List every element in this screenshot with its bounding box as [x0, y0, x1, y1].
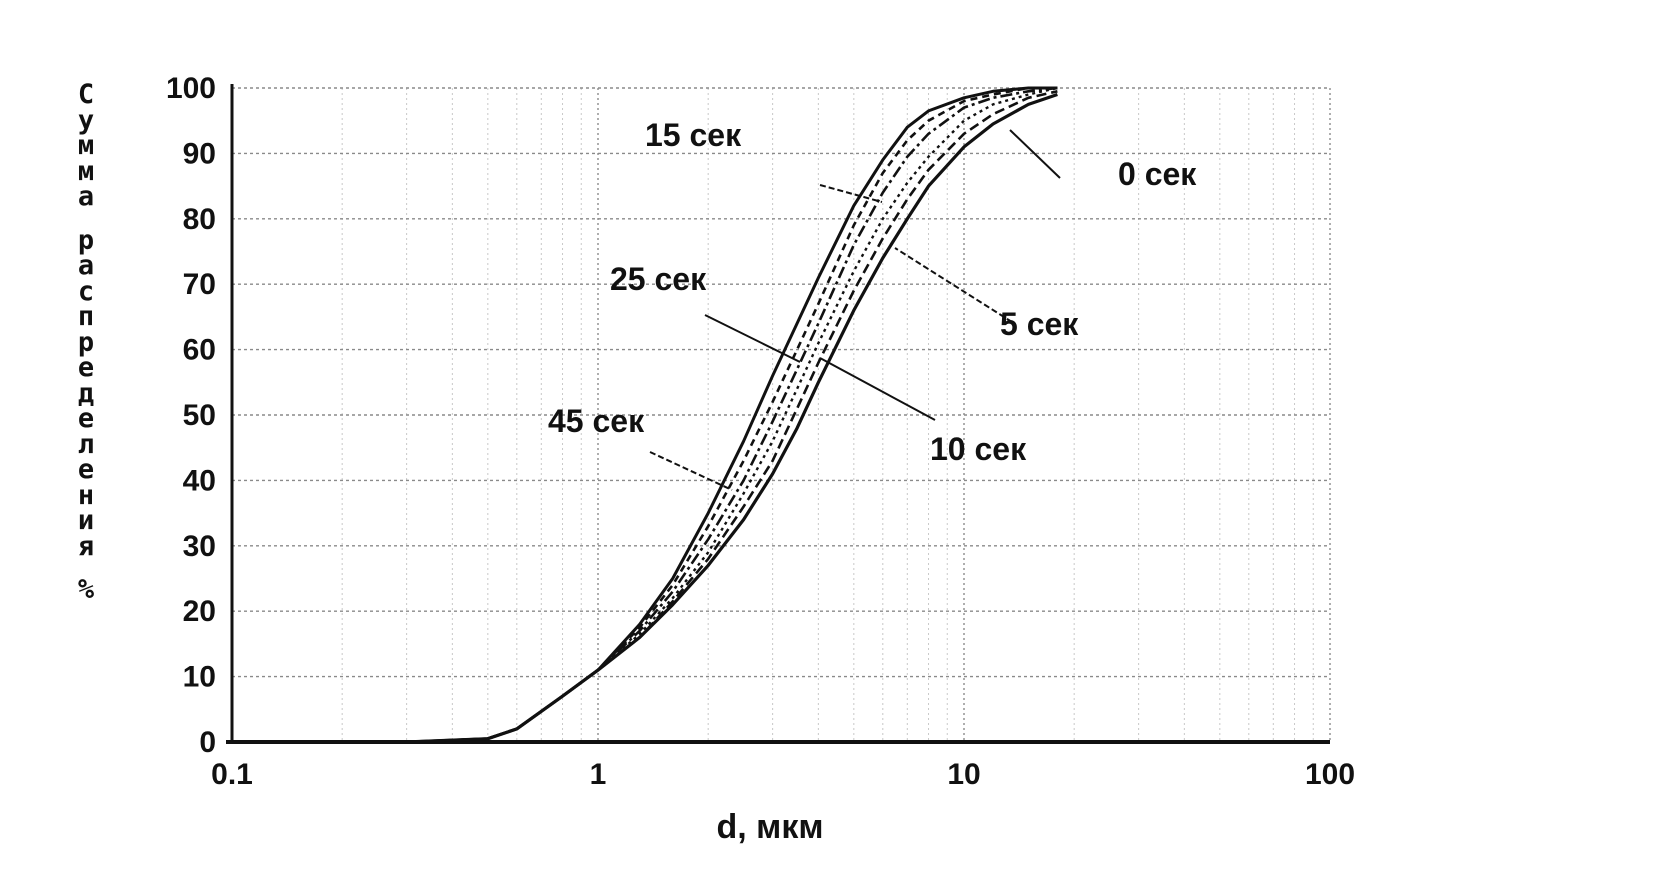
y-tick-label: 30 [183, 530, 216, 563]
y-axis-label-char: у [77, 104, 95, 136]
y-axis-label-char: а [77, 181, 95, 212]
y-axis-label-char: н [77, 479, 95, 511]
series-line-45-sec [232, 86, 1058, 744]
y-axis-label-char: % [77, 574, 95, 605]
annotation-5-sec: 5 сек [1000, 306, 1079, 342]
x-tick-label: 1 [590, 758, 607, 791]
y-axis-label-char: а [77, 250, 95, 281]
x-tick-label: 10 [947, 758, 980, 791]
y-tick-label: 40 [183, 464, 216, 497]
annotation-10-sec: 10 сек [930, 431, 1027, 467]
y-tick-label: 100 [166, 72, 216, 105]
series-lines [232, 86, 1058, 744]
annotation-leader-25-sec [704, 314, 801, 363]
y-tick-labels: 0 10 20 30 40 50 60 70 80 90 100 [166, 72, 216, 759]
y-axis-label-char: е [77, 454, 95, 485]
y-tick-label: 90 [183, 137, 216, 170]
series-line-10-sec [232, 86, 1058, 744]
annotation-0-sec: 0 сек [1118, 156, 1197, 192]
series-line-25-sec [232, 86, 1058, 744]
y-axis-label-char: я [77, 530, 95, 562]
annotations: 0 сек 5 сек 10 сек 15 сек 25 сек 45 сек [548, 117, 1197, 491]
y-axis-label-char: р [77, 224, 95, 256]
y-axis-label-char: м [77, 130, 95, 161]
y-tick-label: 20 [183, 595, 216, 628]
y-tick-label: 70 [183, 268, 216, 301]
y-tick-label: 60 [183, 334, 216, 367]
y-tick-label: 80 [183, 203, 216, 236]
annotation-leader-5-sec [894, 247, 1013, 323]
y-axis-label-char: п [77, 301, 95, 332]
x-tick-label: 100 [1305, 758, 1355, 791]
y-tick-label: 50 [183, 399, 216, 432]
annotation-25-sec: 25 сек [610, 261, 707, 297]
x-tick-label: 0.1 [211, 758, 253, 791]
grid [231, 87, 1331, 743]
y-axis-label-char: С [77, 79, 95, 110]
y-axis-label-char: и [77, 505, 95, 536]
annotation-leader-45-sec [649, 451, 733, 491]
annotation-leader-15-sec [819, 184, 883, 203]
y-axis-label-char: е [77, 403, 95, 434]
y-axis-label-char: л [77, 428, 95, 460]
x-tick-labels: 0.1 1 10 100 [211, 758, 1355, 791]
y-axis-label-char: д [77, 377, 95, 409]
series-line-15-sec [232, 86, 1058, 744]
x-axis-label: d, мкм [717, 808, 824, 846]
annotation-leader-10-sec [819, 357, 936, 421]
y-tick-label: 0 [199, 726, 216, 759]
y-axis-label-char: м [77, 155, 95, 187]
annotation-15-sec: 15 сек [645, 117, 742, 153]
annotation-leader-0-sec [1009, 129, 1061, 179]
y-axis-label-char: с [77, 275, 95, 307]
y-tick-label: 10 [183, 661, 216, 694]
series-line-5-sec [232, 90, 1058, 744]
y-axis-label-char: е [77, 352, 95, 383]
annotation-45-sec: 45 сек [548, 403, 645, 439]
y-axis-label-char: р [77, 326, 95, 358]
